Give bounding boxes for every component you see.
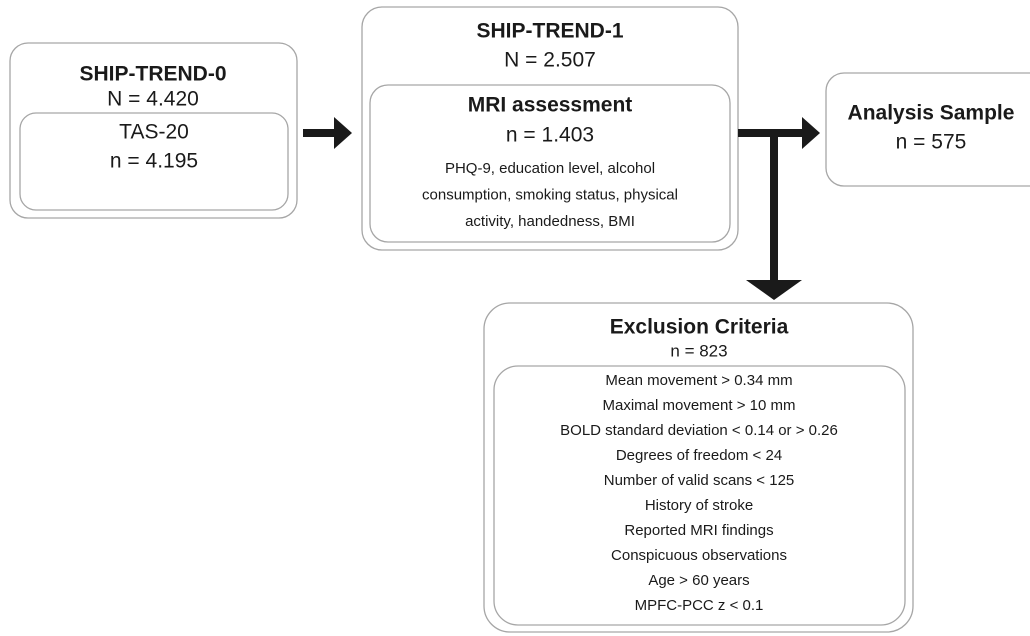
arrow-head bbox=[802, 117, 820, 149]
inner-count: n = 1.403 bbox=[506, 124, 594, 147]
node-count: n = 575 bbox=[896, 131, 967, 154]
inner-title: MRI assessment bbox=[468, 94, 633, 117]
criterion-line: Number of valid scans < 125 bbox=[604, 472, 795, 489]
arrow-head bbox=[334, 117, 352, 149]
node-title: Analysis Sample bbox=[848, 102, 1015, 125]
node-title: Exclusion Criteria bbox=[610, 316, 789, 339]
criterion-line: consumption, smoking status, physical bbox=[422, 186, 678, 203]
criterion-line: Reported MRI findings bbox=[624, 522, 773, 539]
criterion-line: MPFC-PCC z < 0.1 bbox=[635, 597, 764, 614]
node-count: n = 823 bbox=[670, 341, 727, 360]
node-title: SHIP-TREND-0 bbox=[79, 63, 226, 86]
node-box bbox=[825, 72, 1030, 187]
criterion-line: PHQ-9, education level, alcohol bbox=[445, 160, 655, 177]
criterion-line: History of stroke bbox=[645, 497, 753, 514]
criterion-line: Conspicuous observations bbox=[611, 547, 787, 564]
inner-box bbox=[19, 112, 289, 211]
arrow-head bbox=[746, 280, 802, 300]
criterion-line: Degrees of freedom < 24 bbox=[616, 447, 782, 464]
inner-count: n = 4.195 bbox=[110, 150, 198, 173]
criterion-line: Mean movement > 0.34 mm bbox=[605, 372, 792, 389]
node-title: SHIP-TREND-1 bbox=[476, 20, 623, 43]
inner-box bbox=[369, 84, 731, 243]
inner-box bbox=[493, 365, 906, 626]
criterion-line: Age > 60 years bbox=[648, 572, 749, 589]
node-count: N = 2.507 bbox=[504, 49, 596, 72]
inner-title: TAS-20 bbox=[119, 121, 189, 144]
node-count: N = 4.420 bbox=[107, 88, 199, 111]
criterion-line: activity, handedness, BMI bbox=[465, 213, 635, 230]
criterion-line: BOLD standard deviation < 0.14 or > 0.26 bbox=[560, 422, 838, 439]
criterion-line: Maximal movement > 10 mm bbox=[603, 397, 796, 414]
